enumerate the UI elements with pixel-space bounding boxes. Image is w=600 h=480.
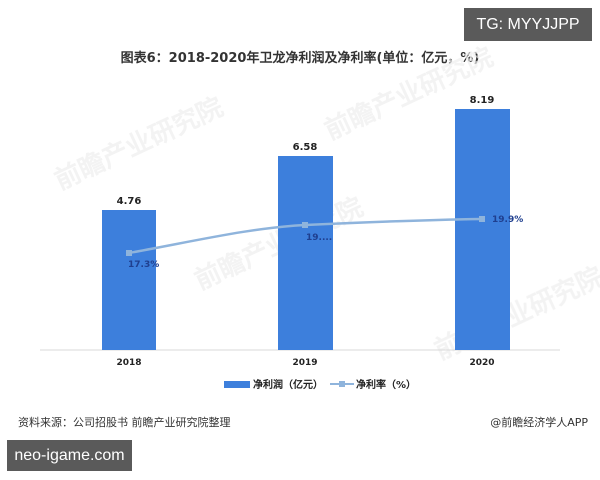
credit-note: @前瞻经济学人APP xyxy=(490,416,588,429)
bar-label-2019: 6.58 xyxy=(293,142,318,153)
x-tick-2020: 2020 xyxy=(469,358,494,368)
data-source-note: 资料来源：公司招股书 前瞻产业研究院整理 xyxy=(18,416,231,429)
bar-label-2020: 8.19 xyxy=(470,95,495,106)
legend: 净利润（亿元） 净利率（%） xyxy=(224,378,416,391)
legend-line-marker xyxy=(339,381,345,387)
line-point-2020[interactable] xyxy=(479,216,485,222)
line-label-2020: 19.9% xyxy=(492,215,523,225)
line-point-2019[interactable] xyxy=(302,222,308,228)
tg-watermark-badge: TG: MYYJJPP xyxy=(464,8,592,41)
bar-2018[interactable] xyxy=(102,210,156,350)
site-watermark-badge: neo-igame.com xyxy=(7,440,132,471)
legend-line-label: 净利率（%） xyxy=(356,378,416,391)
line-label-2019: 19.... xyxy=(306,233,332,243)
legend-bar-label: 净利润（亿元） xyxy=(253,378,323,391)
chart-title: 图表6：2018-2020年卫龙净利润及净利率(单位：亿元，%) xyxy=(120,51,480,66)
x-tick-2019: 2019 xyxy=(292,358,317,368)
line-label-2018: 17.3% xyxy=(128,260,159,270)
bar-2019[interactable] xyxy=(278,156,333,350)
legend-bar-swatch xyxy=(224,381,250,388)
chart-area: 前瞻产业研究院 前瞻产业研究院 前瞻产业研究院 前瞻产业研究院 4.76 6.5… xyxy=(40,41,600,391)
line-point-2018[interactable] xyxy=(126,250,132,256)
bar-label-2018: 4.76 xyxy=(117,196,142,207)
bar-2020[interactable] xyxy=(455,109,510,350)
x-tick-2018: 2018 xyxy=(116,358,141,368)
watermark-text: 前瞻产业研究院 xyxy=(50,91,228,196)
